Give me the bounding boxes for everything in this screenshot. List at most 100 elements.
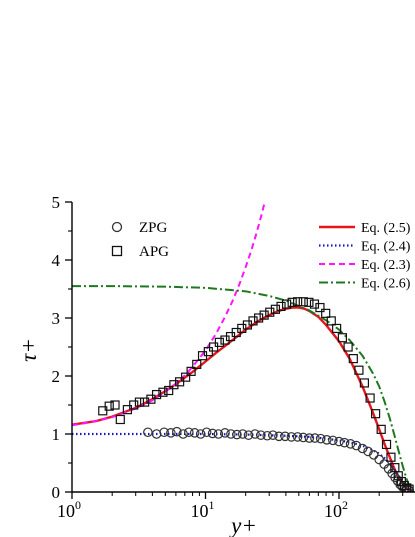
y-axis-label: τ+	[16, 338, 41, 362]
zpg-point	[143, 427, 153, 438]
apg-point	[164, 385, 174, 396]
apg-point	[169, 380, 179, 390]
legend-apg-label: APG	[139, 244, 169, 260]
legend-eq23-label: Eq. (2.3)	[361, 258, 411, 273]
axis-labels: y+ τ+	[16, 338, 257, 537]
x-axis-label: y+	[229, 513, 257, 537]
apg-point	[158, 387, 168, 397]
apg-point	[259, 310, 269, 320]
legend-left: ZPG APG	[111, 220, 169, 260]
zpg-point	[237, 429, 248, 439]
apg-point	[181, 372, 191, 382]
zpg-point	[268, 430, 278, 440]
apg-point	[371, 409, 381, 419]
apg-point	[110, 400, 120, 410]
apg-point	[298, 297, 308, 307]
apg-point	[151, 389, 162, 400]
apg-point	[270, 304, 281, 314]
zpg-point	[166, 428, 176, 438]
zpg-point	[274, 431, 284, 442]
zpg-point	[357, 443, 368, 454]
apg-point	[186, 366, 196, 376]
apg-point	[276, 301, 286, 311]
zpg-point	[321, 434, 332, 445]
apg-point	[404, 484, 414, 492]
y-tick-label: 0	[52, 483, 61, 502]
y-tick-label: 3	[52, 309, 61, 328]
apg-point	[348, 354, 358, 364]
zpg-point	[159, 427, 169, 438]
apg-point	[376, 424, 386, 434]
apg-point	[146, 394, 156, 404]
curve-25	[72, 306, 414, 492]
apg-point	[337, 333, 347, 343]
y-tick-label: 2	[52, 367, 61, 386]
legend-eq26-label: Eq. (2.6)	[361, 277, 411, 292]
curve-24	[72, 432, 414, 492]
x-tick-label: 100	[57, 498, 81, 521]
legend-zpg-marker	[111, 221, 123, 233]
zpg-point	[213, 429, 224, 439]
apg-point	[122, 405, 132, 415]
apg-point	[134, 397, 145, 407]
legend-eq25-label: Eq. (2.5)	[361, 221, 411, 236]
apg-point	[175, 377, 185, 387]
zpg-point	[172, 426, 182, 437]
apg-point	[192, 359, 202, 369]
zpg-point	[280, 431, 290, 442]
zpg-point	[243, 430, 254, 440]
y-tick-label: 5	[52, 193, 61, 212]
legend-zpg-label: ZPG	[139, 220, 168, 236]
apg-point	[209, 342, 219, 352]
zpg-point	[304, 433, 315, 443]
apg-point	[214, 337, 224, 347]
apg-point	[248, 316, 258, 326]
axes: 0 1 2 3 4 5 100 101 102	[52, 193, 415, 521]
apg-point	[115, 414, 125, 425]
apg-point	[359, 378, 370, 388]
apg-point	[393, 471, 403, 481]
zpg-point	[220, 428, 230, 438]
curve-23	[72, 202, 266, 427]
apg-point	[281, 299, 292, 309]
zpg-point	[207, 428, 218, 439]
apg-point	[343, 342, 353, 352]
zpg-point	[351, 440, 362, 451]
apg-point	[140, 397, 150, 407]
apg-point	[254, 313, 264, 323]
zpg-point	[292, 432, 303, 442]
zpg-point	[189, 428, 200, 438]
apg-point	[129, 400, 139, 410]
zpg-point	[339, 437, 350, 448]
legend-apg-marker	[111, 245, 123, 257]
zpg-point	[286, 432, 297, 442]
apg-point	[265, 307, 275, 317]
apg-point	[332, 323, 342, 334]
legend-eq24-label: Eq. (2.4)	[361, 240, 411, 255]
zpg-point	[368, 450, 379, 460]
apg-point	[365, 393, 375, 403]
zpg-point	[298, 432, 309, 443]
zpg-point	[345, 439, 356, 449]
zpg-point	[334, 436, 344, 447]
apg-point	[321, 308, 331, 318]
apg-point	[304, 297, 314, 307]
markers-layer	[98, 297, 414, 492]
zpg-point	[178, 429, 188, 439]
apg-point	[354, 365, 364, 375]
apg-point	[315, 302, 325, 313]
curve-26	[72, 285, 415, 492]
x-tick-label: 102	[324, 498, 348, 521]
zpg-point	[250, 429, 260, 439]
x-tick-label: 101	[191, 498, 215, 521]
y-tick-label: 1	[52, 425, 61, 444]
apg-point	[98, 406, 108, 416]
zpg-point	[315, 433, 326, 444]
zpg-point	[201, 427, 212, 438]
zpg-point	[195, 429, 206, 439]
apg-point	[104, 401, 114, 411]
apg-point	[293, 297, 303, 307]
zpg-point	[310, 433, 320, 443]
zpg-point	[184, 427, 194, 438]
zpg-point	[374, 454, 384, 465]
